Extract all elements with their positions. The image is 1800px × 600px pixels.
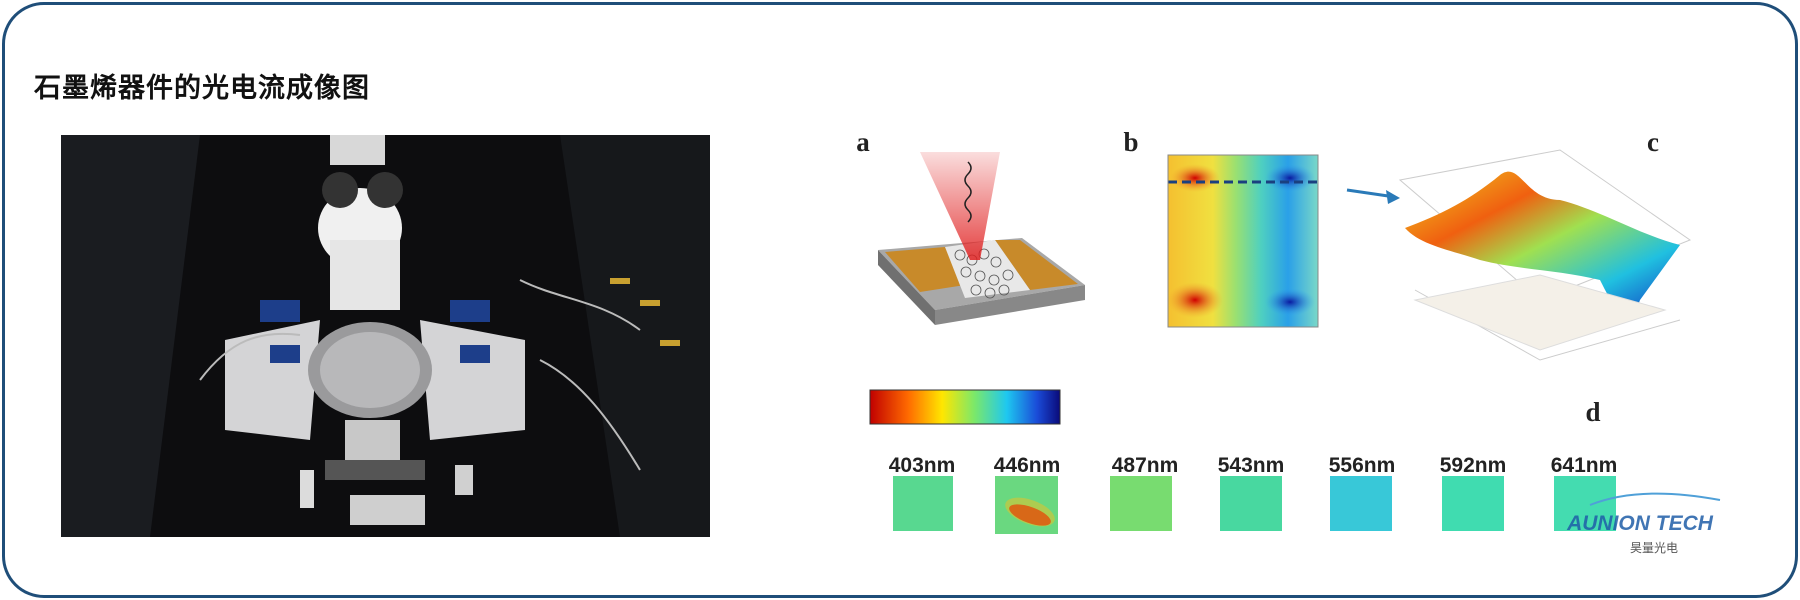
logo-name: AUNION TECH [1566,512,1714,535]
logo: AUNION TECH 昊量光电 [1566,492,1721,555]
wavelength-label: 543nm [1218,454,1285,477]
device-illustration [878,152,1085,325]
wavelength-label: 446nm [994,454,1061,477]
wavelength-maps [893,476,1616,534]
panel-label: c [1647,127,1659,157]
wavelength-label: 403nm [889,454,956,477]
photocurrent-map [1167,154,1319,328]
probe-station-photo [61,135,710,537]
panel-label: d [1585,397,1600,427]
wavelength-label: 641nm [1551,454,1618,477]
wavelength-label: 592nm [1440,454,1507,477]
wavelength-label: 556nm [1329,454,1396,477]
wavelength-label: 487nm [1112,454,1179,477]
surface-plot [1398,149,1692,361]
color-bar [869,389,1061,425]
panel-label: a [856,127,870,157]
panel-label: b [1123,127,1138,157]
logo-subtitle: 昊量光电 [1630,541,1678,555]
section-title: 石墨烯器件的光电流成像图 [34,73,370,104]
